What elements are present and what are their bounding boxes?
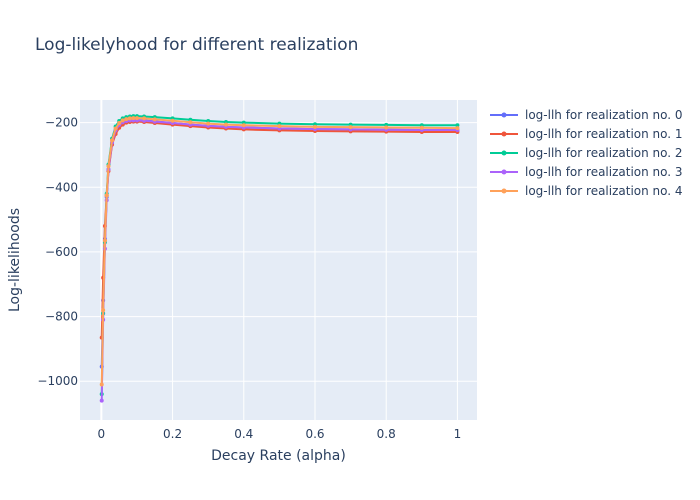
data-point[interactable] [102,238,107,243]
data-point[interactable] [188,120,193,125]
legend[interactable]: log-llh for realization no. 0 log-llh for… [490,108,683,198]
y-tick-label: −800 [45,310,78,324]
legend-marker [501,131,507,137]
data-point[interactable] [104,193,109,198]
data-point[interactable] [106,164,111,169]
data-point[interactable] [277,124,282,129]
legend-marker [501,188,507,194]
data-point[interactable] [313,124,317,129]
legend-label: log-llh for realization no. 1 [525,127,683,141]
chart-title: Log-likelyhood for different realization [35,35,358,55]
y-tick-label: −1000 [37,374,78,388]
data-point[interactable] [455,123,460,128]
data-point[interactable] [110,138,115,143]
data-point[interactable] [99,382,104,387]
x-tick-label: 1 [454,427,462,441]
data-point[interactable] [384,125,389,130]
legend-item-4[interactable]: log-llh for realization no. 4 [490,184,683,198]
data-point[interactable] [142,116,147,121]
y-tick-label: −600 [45,245,78,259]
x-tick-label: 0.6 [305,427,324,441]
y-tick-label: −200 [45,116,78,130]
data-point[interactable] [152,117,157,122]
x-tick-label: 0.2 [163,427,182,441]
data-point[interactable] [348,125,353,130]
legend-item-0[interactable]: log-llh for realization no. 0 [490,108,683,122]
data-point[interactable] [131,116,136,121]
y-axis-ticks: −1000 −800 −600 −400 −200 [37,116,78,389]
x-axis-ticks: 0 0.2 0.4 0.6 0.8 1 [98,427,462,441]
plot-area [80,100,477,420]
series-line[interactable] [100,117,458,385]
data-point[interactable] [419,125,424,130]
y-axis-title: Log-likelihoods [7,208,23,312]
legend-label: log-llh for realization no. 0 [525,108,683,122]
y-tick-label: −400 [45,180,78,194]
data-point[interactable] [170,118,175,123]
data-point[interactable] [127,116,132,121]
legend-label: log-llh for realization no. 4 [525,184,683,198]
legend-item-3[interactable]: log-llh for realization no. 3 [490,165,683,179]
legend-marker [501,150,507,156]
data-point[interactable] [241,123,246,128]
data-point[interactable] [124,117,129,122]
data-point[interactable] [113,126,118,131]
legend-item-2[interactable]: log-llh for realization no. 2 [490,146,683,160]
x-tick-label: 0.4 [234,427,253,441]
legend-marker [501,112,507,118]
data-point[interactable] [134,116,139,121]
data-point[interactable] [117,120,122,125]
x-axis-title: Decay Rate (alpha) [211,448,346,464]
legend-label: log-llh for realization no. 3 [525,165,683,179]
data-point[interactable] [101,308,106,313]
series-4[interactable] [99,116,460,387]
x-tick-label: 0.8 [377,427,396,441]
data-point[interactable] [120,118,125,123]
x-tick-label: 0 [98,427,106,441]
data-point[interactable] [455,126,460,131]
legend-label: log-llh for realization no. 2 [525,146,683,160]
data-point[interactable] [206,121,211,126]
series-layer [99,114,460,403]
data-point[interactable] [99,398,104,403]
legend-item-1[interactable]: log-llh for realization no. 1 [490,127,683,141]
legend-marker [501,169,507,175]
data-point[interactable] [223,122,228,127]
